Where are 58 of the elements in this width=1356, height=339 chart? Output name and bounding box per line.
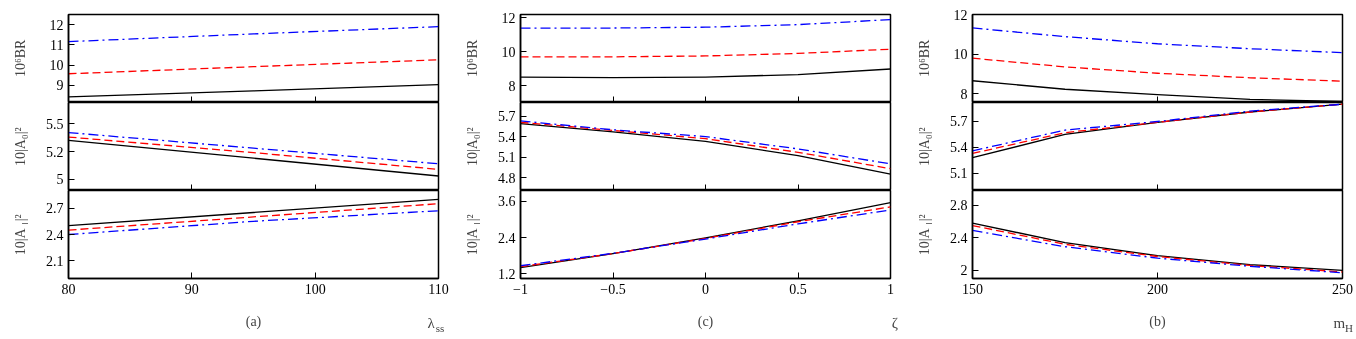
y-tick-label: 2.8 [950,198,968,214]
y-tick-label: 2.7 [46,201,64,217]
y-tick-label: 10 [49,58,64,74]
y-tick-label: 11 [50,37,64,53]
y-tick-label: 2.4 [46,227,64,243]
x-tick-label: 100 [304,281,326,297]
y-tick-label: 5.1 [498,150,516,166]
x-tick-label: −0.5 [600,281,626,297]
y-tick-label: 1.2 [498,266,516,282]
y-tick-label: 12 [49,17,64,33]
y-tick-label: 2.4 [498,230,516,246]
y-tick-label: 2.4 [950,230,968,246]
line-series [520,18,891,29]
x-tick-label: 250 [1332,281,1353,297]
x-tick-label: −1 [513,281,528,297]
x-tick-label: 90 [184,281,199,297]
y-tick-label: 2 [960,263,968,279]
y-tick-label: 5.4 [498,129,516,145]
x-tick-label: 110 [428,281,449,297]
y-tick-label: 2.1 [46,253,64,269]
y-axis-title: 10|A₀|² [917,127,932,167]
y-tick-label: 12 [953,7,968,23]
y-tick-label: 10 [501,44,516,60]
x-tick-label: 0.5 [789,281,807,297]
text: (c) [697,313,714,330]
y-tick-label: 5.7 [498,109,516,125]
y-tick-label: 12 [501,10,516,26]
y-tick-label: 5.2 [46,144,64,160]
y-axis-title: 10|A₀|² [13,127,28,167]
x-tick-label: 0 [702,281,709,297]
y-axis-title: 10|A⊥|² [465,214,483,256]
y-tick-label: 9 [56,78,64,94]
y-tick-label: 8 [960,86,968,102]
text: (a) [245,313,262,330]
y-tick-label: 4.8 [498,170,516,186]
y-tick-label: 5.5 [46,116,64,132]
x-tick-label: 80 [61,281,76,297]
y-tick-label: 5 [56,172,64,188]
y-tick-label: 5.4 [950,140,968,156]
y-axis-title: 10⁶BR [465,38,480,78]
line-series [972,27,1343,54]
y-axis-title: 10|A⊥|² [917,214,935,256]
y-axis-title: 10|A₀|² [465,127,480,167]
y-tick-label: 8 [508,78,516,94]
line-series [972,57,1343,82]
x-tick-label: 150 [962,281,983,297]
text: (b) [1149,313,1166,330]
y-tick-label: 3.6 [498,194,516,210]
y-axis-title: 10|A⊥|² [13,214,31,256]
y-axis-title: 10⁶BR [13,38,28,78]
line-series [520,48,891,58]
x-tick-label: 200 [1147,281,1168,297]
x-axis-title: ζ [891,314,898,331]
x-tick-label: 1 [887,281,894,297]
y-tick-label: 5.1 [950,166,968,182]
y-axis-title: 10⁶BR [917,38,932,78]
y-tick-label: 5.7 [950,114,968,130]
y-tick-label: 10 [953,47,968,63]
